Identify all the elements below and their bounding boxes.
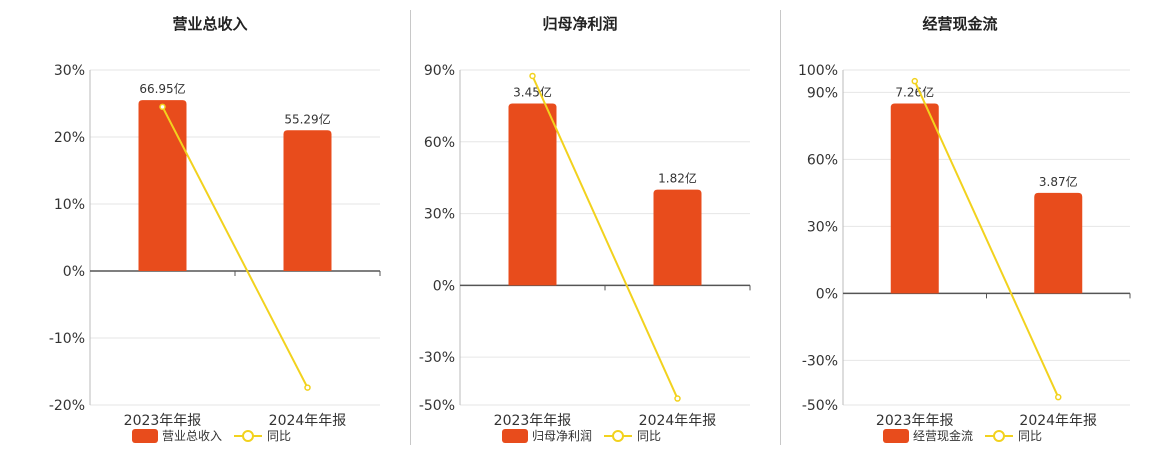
chart-revenue: 营业总收入 30% 20% 10% 0% -10% -20% 66.95亿 55.29亿 2023… xyxy=(49,15,381,443)
legend-bar-label: 营业总收入 xyxy=(162,429,222,443)
bar-data-label: 3.87亿 xyxy=(1039,174,1078,189)
bar xyxy=(283,130,332,271)
legend-line-label: 同比 xyxy=(267,429,291,443)
y-tick-label: 0% xyxy=(63,264,85,280)
chart-title: 经营现金流 xyxy=(922,15,997,33)
y-tick-label: 60% xyxy=(424,135,455,151)
yoy-point xyxy=(911,77,918,85)
bar xyxy=(508,103,557,286)
bar-data-label: 3.45亿 xyxy=(513,85,552,100)
panel-divider xyxy=(780,10,781,445)
y-tick-label: 30% xyxy=(54,63,85,79)
x-tick-label: 2023年年报 xyxy=(124,413,202,429)
x-tick-label: 2023年年报 xyxy=(876,413,954,429)
yoy-point xyxy=(529,72,536,80)
bar-data-label: 66.95亿 xyxy=(139,81,185,96)
y-tick-label: -30% xyxy=(802,353,838,369)
yoy-line xyxy=(161,106,309,389)
y-tick-label: -50% xyxy=(419,398,455,414)
y-tick-label: 0% xyxy=(433,278,455,294)
legend-bar-swatch xyxy=(502,429,528,443)
legend-bar-label: 经营现金流 xyxy=(913,428,973,443)
yoy-point xyxy=(304,384,311,391)
bar xyxy=(890,103,939,294)
bar-data-label: 1.82亿 xyxy=(658,171,697,186)
y-tick-label: 100% xyxy=(798,63,838,79)
yoy-point xyxy=(159,103,166,111)
bar xyxy=(138,100,187,272)
chart-panel-net-profit: 归母净利润 90% 60% 30% 0% -30% -50% 3.45亿 1.82亿 2023年年… xyxy=(370,0,751,450)
chart-net-profit: 归母净利润 90% 60% 30% 0% -30% -50% 3.45亿 1.82亿 2023年年… xyxy=(419,15,751,443)
legend-line-marker xyxy=(242,430,254,442)
yoy-point xyxy=(674,395,681,402)
y-tick-label: -50% xyxy=(802,398,838,414)
legend-bar-swatch xyxy=(132,429,158,443)
x-tick-label: 2024年年报 xyxy=(639,413,717,429)
y-tick-label: 10% xyxy=(54,197,85,213)
yoy-line xyxy=(531,75,679,399)
bar-data-label: 7.26亿 xyxy=(895,85,934,100)
x-tick-label: 2023年年报 xyxy=(494,413,572,429)
yoy-point xyxy=(1055,393,1062,401)
bar xyxy=(1034,192,1083,294)
chart-title: 归母净利润 xyxy=(542,15,617,33)
y-tick-label: -20% xyxy=(49,398,85,414)
legend-bar-label: 归母净利润 xyxy=(532,429,592,443)
y-tick-label: 60% xyxy=(807,152,838,168)
y-tick-label: -30% xyxy=(419,350,455,366)
x-tick-label: 2024年年报 xyxy=(269,413,347,429)
y-tick-label: 0% xyxy=(816,286,838,302)
legend-line-marker xyxy=(612,430,624,442)
chart-panel-cash-flow: 经营现金流 100% 90% 60% 30% 0% -30% -50% 7.26亿 3.87亿 20… xyxy=(760,0,1131,450)
bar xyxy=(653,189,702,286)
panel-divider xyxy=(410,10,411,445)
legend-line-label: 同比 xyxy=(1018,429,1042,443)
y-tick-label: 30% xyxy=(424,207,455,223)
yoy-line xyxy=(913,80,1060,398)
x-tick-label: 2024年年报 xyxy=(1019,413,1097,429)
chart-title: 营业总收入 xyxy=(172,15,247,33)
legend-line-marker xyxy=(993,430,1005,442)
y-tick-label: 20% xyxy=(54,130,85,146)
legend-bar-swatch xyxy=(883,429,909,443)
chart-cash-flow: 经营现金流 100% 90% 60% 30% 0% -30% -50% 7.26亿 3.87亿 20… xyxy=(798,15,1131,443)
legend-line-label: 同比 xyxy=(637,429,661,443)
y-tick-label: 30% xyxy=(807,219,838,235)
y-tick-label: -10% xyxy=(49,331,85,347)
chart-panel-revenue: 营业总收入 30% 20% 10% 0% -10% -20% 66.95亿 55.29亿 2023… xyxy=(0,0,381,450)
y-tick-label: 90% xyxy=(424,63,455,79)
bar-data-label: 55.29亿 xyxy=(284,111,330,126)
y-tick-label: 90% xyxy=(807,85,838,101)
